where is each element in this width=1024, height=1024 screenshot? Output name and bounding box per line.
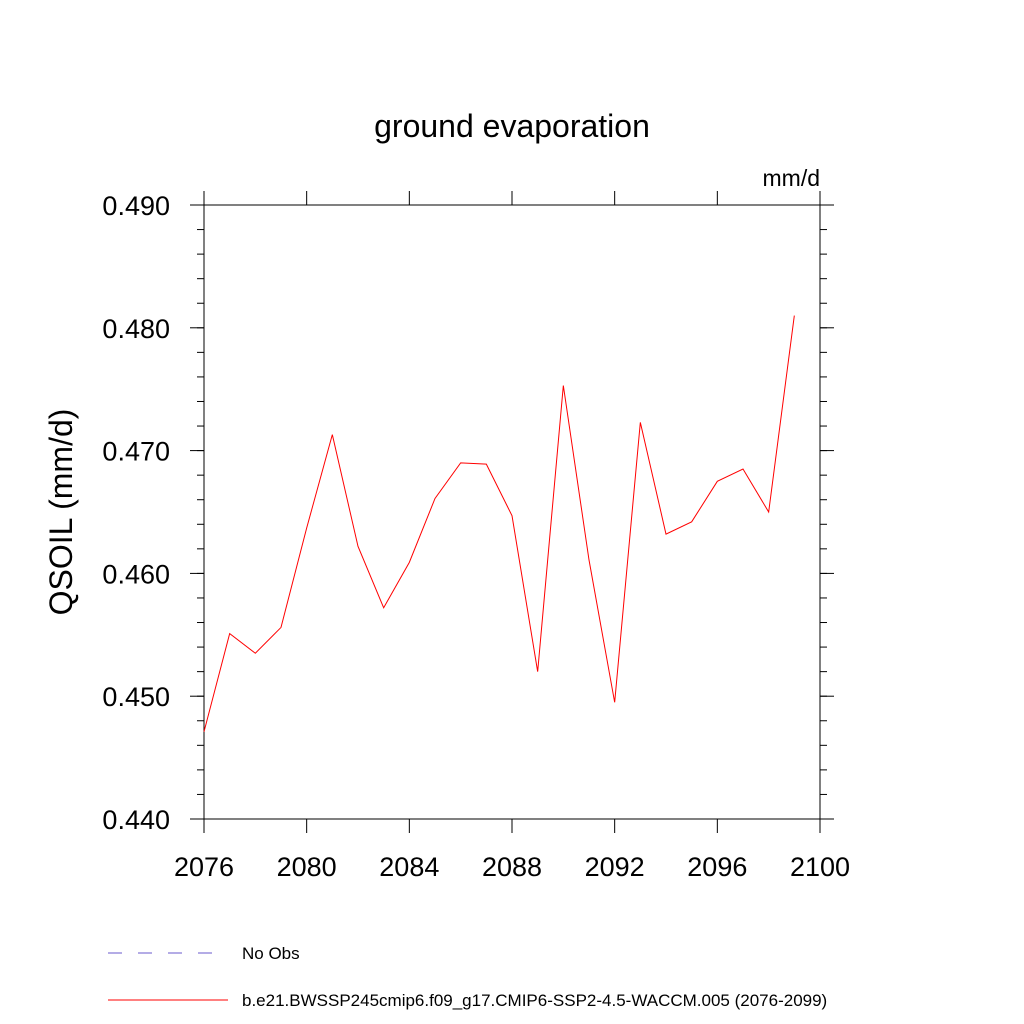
x-tick-label: 2084: [379, 852, 439, 882]
y-axis-label: QSOIL (mm/d): [43, 409, 79, 616]
y-tick-label: 0.480: [102, 314, 170, 344]
y-tick-label: 0.450: [102, 682, 170, 712]
series-layer: [203, 315, 795, 732]
y-tick-label: 0.470: [102, 437, 170, 467]
x-tick-label: 2080: [277, 852, 337, 882]
x-tick-label: 2096: [687, 852, 747, 882]
axis-ticks: [190, 191, 834, 833]
plot-frame: [203, 204, 821, 820]
x-tick-label: 2088: [482, 852, 542, 882]
legend-label-1: b.e21.BWSSP245cmip6.f09_g17.CMIP6-SSP2-4…: [242, 991, 827, 1010]
y-tick-label: 0.490: [102, 191, 170, 221]
legend-label-0: No Obs: [242, 944, 300, 963]
y-tick-label: 0.460: [102, 559, 170, 589]
legend: No Obs b.e21.BWSSP245cmip6.f09_g17.CMIP6-…: [108, 944, 827, 1010]
chart-title: ground evaporation: [374, 108, 650, 144]
x-tick-label: 2076: [174, 852, 234, 882]
units-label: mm/d: [763, 165, 821, 191]
x-tick-label: 2092: [585, 852, 645, 882]
x-tick-label: 2100: [790, 852, 850, 882]
series-line-0: [203, 315, 795, 732]
tick-labels: 2076 2080 2084 2088 2092 2096 2100 0.440 0.450 0.…: [102, 191, 850, 882]
y-tick-label: 0.440: [102, 805, 170, 835]
